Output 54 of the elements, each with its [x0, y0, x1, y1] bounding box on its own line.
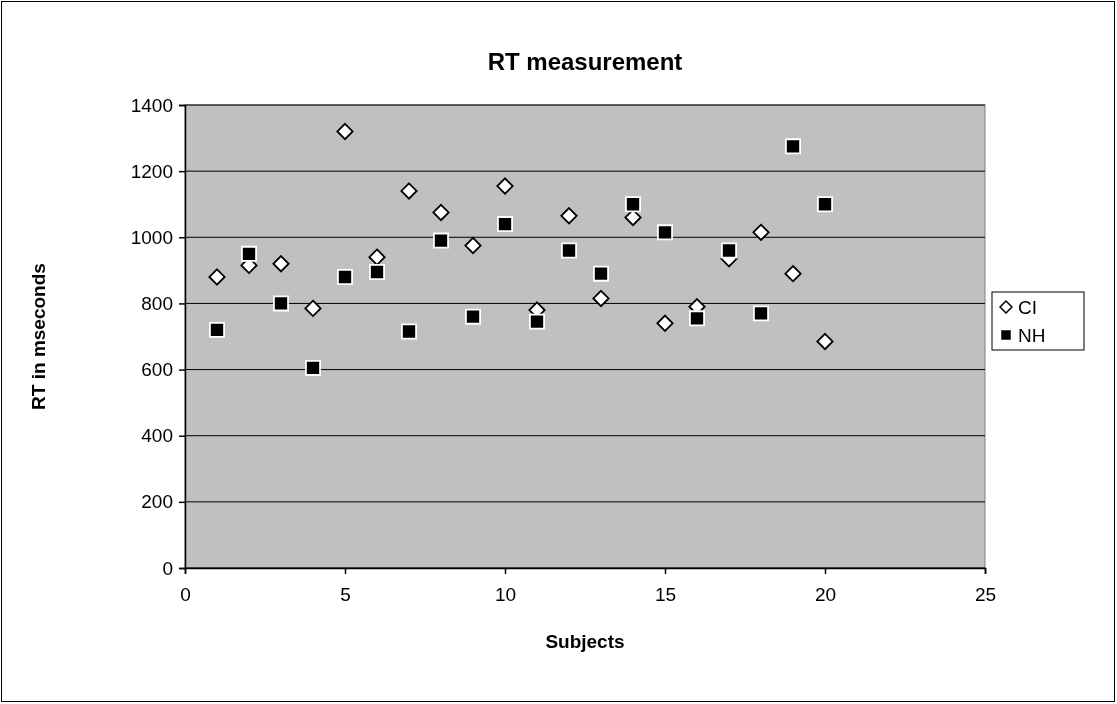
- y-tick-label: 1000: [130, 226, 173, 248]
- y-tick-label: 0: [162, 557, 173, 579]
- point: [336, 122, 354, 141]
- x-tick-label: 0: [180, 584, 191, 606]
- point: [400, 182, 418, 200]
- point: [432, 203, 450, 222]
- point: [817, 196, 833, 213]
- point: [752, 223, 770, 241]
- point: [816, 332, 834, 351]
- point: [369, 264, 385, 280]
- legend-label: NH: [1018, 325, 1046, 346]
- y-tick-label: 600: [141, 359, 173, 381]
- point: [433, 232, 449, 249]
- point: [208, 268, 226, 286]
- point: [464, 236, 482, 255]
- point: [241, 245, 257, 262]
- chart-title: RT measurement: [487, 48, 683, 75]
- point: [656, 314, 674, 332]
- y-tick-label: 1200: [130, 160, 173, 182]
- point: [496, 177, 514, 195]
- point: [497, 216, 513, 233]
- point: [337, 269, 353, 285]
- x-axis-title: Subjects: [545, 631, 625, 652]
- y-tick-label: 800: [141, 293, 173, 315]
- point: [401, 323, 417, 340]
- point: [368, 248, 386, 266]
- point: [721, 242, 737, 259]
- point: [592, 289, 610, 308]
- point: [209, 321, 225, 338]
- point: [305, 359, 321, 376]
- y-tick-label: 400: [141, 425, 173, 447]
- x-tick-label: 20: [814, 584, 837, 606]
- point: [272, 255, 290, 273]
- x-tick-label: 5: [340, 584, 351, 606]
- point: [560, 207, 578, 225]
- point: [689, 310, 705, 327]
- point: [625, 196, 641, 213]
- point: [784, 265, 802, 283]
- y-tick-label: 1400: [130, 94, 173, 116]
- x-tick-label: 25: [974, 584, 997, 606]
- y-tick-label: 200: [141, 491, 173, 513]
- point: [304, 299, 322, 317]
- x-tick-label: 10: [494, 584, 517, 606]
- point: [273, 295, 289, 312]
- point: [529, 313, 545, 330]
- point: [465, 308, 481, 325]
- point: [785, 138, 801, 155]
- point: [657, 224, 673, 241]
- legend-label: CI: [1018, 297, 1037, 318]
- point: [561, 242, 577, 259]
- x-tick-label: 15: [654, 584, 677, 606]
- point: [753, 305, 769, 322]
- point: [593, 265, 609, 282]
- y-axis-title: RT in mseconds: [28, 263, 49, 410]
